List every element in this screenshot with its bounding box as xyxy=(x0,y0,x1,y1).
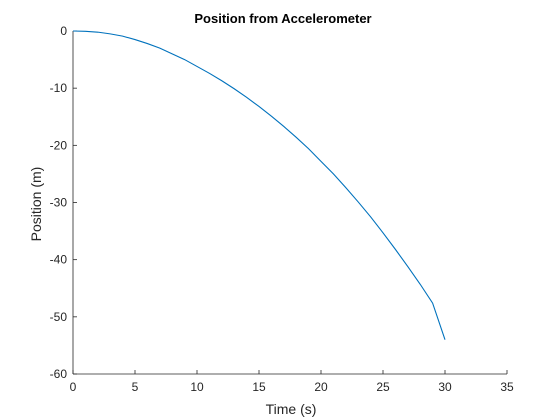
chart-title: Position from Accelerometer xyxy=(194,11,371,26)
y-tick-label: -10 xyxy=(50,81,68,95)
x-tick-label: 10 xyxy=(190,380,204,394)
x-axis-label: Time (s) xyxy=(266,401,317,417)
y-axis-ticks: 0 -10 -20 -30 -40 -50 -60 xyxy=(50,24,77,381)
y-tick-label: -40 xyxy=(50,253,68,267)
y-tick-label: -50 xyxy=(50,310,68,324)
x-tick-label: 35 xyxy=(500,380,514,394)
x-tick-label: 15 xyxy=(252,380,266,394)
y-tick-label: -20 xyxy=(50,138,68,152)
y-tick-label: 0 xyxy=(60,24,67,38)
position-line xyxy=(72,30,446,340)
x-tick-label: 0 xyxy=(70,380,77,394)
x-tick-label: 25 xyxy=(376,380,390,394)
x-axis-ticks: 0 5 10 15 20 25 30 35 xyxy=(70,370,514,394)
data-series xyxy=(72,30,446,340)
x-tick-label: 30 xyxy=(438,380,452,394)
axes xyxy=(72,31,507,375)
x-tick-label: 5 xyxy=(132,380,139,394)
x-tick-label: 20 xyxy=(314,380,328,394)
y-axis-label: Position (m) xyxy=(28,167,44,242)
y-tick-label: -30 xyxy=(50,196,68,210)
y-tick-label: -60 xyxy=(50,367,68,381)
